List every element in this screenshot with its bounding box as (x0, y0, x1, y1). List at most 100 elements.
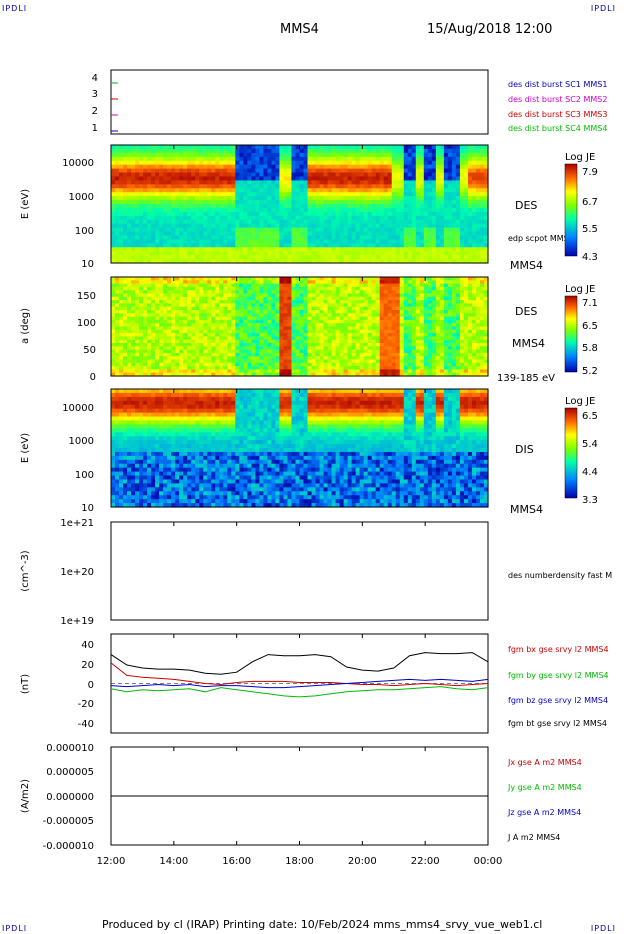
spectrogram-cell (411, 180, 417, 185)
spectrogram-cell (291, 326, 297, 331)
spectrogram-cell (379, 369, 385, 374)
spectrogram-cell (371, 290, 377, 295)
spectrogram-cell (311, 313, 317, 318)
spectrogram-cell (139, 215, 144, 221)
spectrogram-cell (207, 148, 212, 154)
spectrogram-cell (387, 356, 393, 361)
spectrogram-cell (207, 164, 212, 170)
spectrogram-cell (335, 349, 341, 354)
spectrogram-cell (283, 207, 289, 213)
spectrogram-cell (303, 188, 309, 193)
spectrogram-cell (131, 243, 136, 248)
spectrogram-cell (259, 366, 265, 370)
spectrogram-cell (143, 188, 148, 193)
spectrogram-cell (371, 372, 377, 377)
spectrogram-cell (199, 293, 204, 298)
spectrogram-cell (479, 152, 485, 158)
spectrogram-cell (367, 319, 373, 324)
spectrogram-cell (295, 251, 301, 256)
spectrogram-cell (283, 339, 289, 344)
spectrogram-cell (163, 300, 168, 304)
spectrogram-cell (367, 211, 373, 217)
spectrogram-cell (235, 211, 240, 217)
spectrogram-cell (331, 277, 337, 281)
spectrogram-cell (259, 290, 265, 295)
spectrogram-cell (419, 188, 425, 193)
spectrogram-cell (115, 303, 120, 308)
spectrogram-cell (231, 280, 236, 285)
spectrogram-cell (359, 215, 365, 221)
spectrogram-cell (167, 283, 172, 288)
spectrogram-cell (207, 286, 212, 291)
spectrogram-cell (287, 231, 293, 237)
spectrogram-cell (279, 180, 285, 185)
spectrogram-cell (479, 168, 485, 174)
spectrogram-cell (171, 200, 176, 205)
spectrogram-cell (147, 145, 152, 150)
spectrogram-cell (151, 204, 156, 209)
spectrogram-cell (411, 247, 417, 252)
spectrogram-cell (339, 243, 345, 248)
spectrogram-cell (279, 223, 285, 229)
spectrogram-cell (443, 145, 449, 150)
spectrogram-cell (131, 283, 136, 288)
spectrogram-cell (219, 243, 224, 248)
spectrogram-cell (387, 343, 393, 347)
spectrogram-cell (439, 215, 445, 221)
spectrogram-cell (111, 319, 116, 324)
spectrogram-cell (227, 362, 232, 367)
spectrogram-cell (119, 200, 124, 205)
spectrogram-cell (359, 152, 365, 158)
spectrogram-cell (379, 172, 385, 178)
spectrogram-cell (307, 356, 313, 361)
spectrogram-cell (299, 346, 305, 351)
spectrogram-cell (387, 286, 393, 291)
spectrogram-cell (347, 326, 353, 331)
spectrogram-cell (131, 156, 136, 162)
spectrogram-cell (355, 319, 361, 324)
spectrogram-cell (155, 362, 160, 367)
spectrogram-cell (287, 346, 293, 351)
spectrogram-cell (375, 349, 381, 354)
spectrogram-cell (151, 369, 156, 374)
spectrogram-cell (391, 235, 397, 240)
spectrogram-cell (255, 207, 260, 213)
spectrogram-cell (267, 290, 273, 295)
spectrogram-cell (159, 231, 164, 237)
spectrogram-cell (327, 172, 333, 178)
spectrogram-cell (379, 333, 385, 337)
spectrogram-cell (155, 247, 160, 252)
spectrogram-cell (151, 152, 156, 158)
spectrogram-cell (459, 192, 465, 197)
spectrogram-cell (307, 196, 313, 201)
spectrogram-cell (159, 196, 164, 201)
spectrogram-cell (135, 223, 140, 229)
spectrogram-cell (351, 290, 357, 295)
spectrogram-cell (235, 188, 240, 193)
spectrogram-cell (331, 196, 337, 201)
spectrogram-cell (355, 352, 361, 357)
spectrogram-cell (367, 293, 373, 298)
spectrogram-cell (459, 156, 465, 162)
spectrogram-cell (351, 346, 357, 351)
spectrogram-cell (143, 227, 148, 233)
spectrogram-cell (291, 184, 297, 189)
spectrogram-cell (479, 145, 485, 150)
spectrogram-cell (123, 359, 128, 364)
spectrogram-cell (159, 326, 164, 331)
spectrogram-cell (223, 176, 228, 181)
spectrogram-cell (235, 333, 240, 337)
spectrogram-cell (367, 313, 373, 318)
spectrogram-cell (299, 243, 305, 248)
spectrogram-cell (307, 310, 313, 314)
spectrogram-cell (131, 349, 136, 354)
spectrogram-cell (435, 145, 441, 150)
spectrogram-cell (119, 316, 124, 321)
spectrogram-cell (355, 176, 361, 181)
spectrogram-cell (319, 303, 325, 308)
spectrogram-cell (443, 200, 449, 205)
spectrogram-cell (475, 148, 481, 154)
spectrogram-cell (363, 215, 369, 221)
spectrogram-cell (263, 296, 269, 301)
spectrogram-cell (319, 286, 325, 291)
